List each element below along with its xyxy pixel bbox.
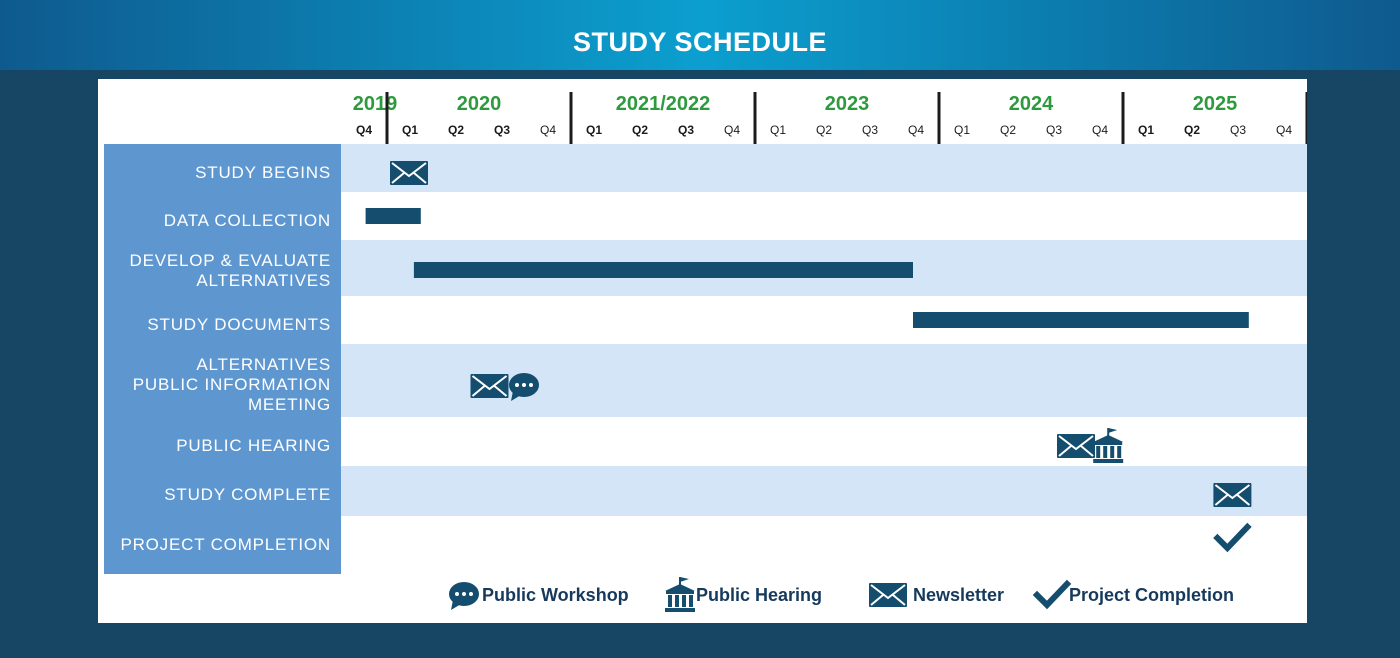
courthouse-icon [1093, 428, 1124, 463]
checkmark-icon [1032, 579, 1072, 610]
schedule-panel: STUDY BEGINS DATA COLLECTION DEVELOP & EVA… [98, 79, 1307, 623]
legend-item: Newsletter [869, 583, 1004, 607]
legend-label: Project Completion [1069, 585, 1234, 605]
envelope-icon [1057, 434, 1095, 458]
row-label: ALTERNATIVES [196, 355, 331, 374]
header-banner [0, 0, 1400, 70]
row-band [341, 144, 1307, 192]
row-band [341, 466, 1307, 516]
legend-item: Project Completion [1032, 579, 1234, 610]
schedule-bar [365, 208, 421, 224]
quarter-label: Q1 [586, 123, 602, 137]
row-label: MEETING [248, 395, 331, 414]
year-label: 2021/2022 [616, 93, 711, 115]
quarter-label: Q2 [448, 123, 464, 137]
quarter-label: Q3 [1230, 123, 1246, 137]
envelope-icon [470, 374, 509, 398]
quarter-label: Q4 [1276, 123, 1292, 137]
quarter-label: Q2 [1184, 123, 1200, 137]
quarter-label: Q4 [356, 123, 372, 137]
quarter-label: Q1 [402, 123, 418, 137]
quarter-label: Q1 [1138, 123, 1154, 137]
row-label: STUDY BEGINS [195, 163, 331, 182]
quarter-label: Q4 [724, 123, 740, 137]
speech-bubble-icon [449, 582, 479, 610]
quarter-label: Q4 [1092, 123, 1108, 137]
quarter-label: Q2 [816, 123, 832, 137]
row-label: ALTERNATIVES [196, 271, 331, 290]
legend-label: Newsletter [913, 585, 1004, 605]
row-label: DATA COLLECTION [164, 211, 331, 230]
row-label: PUBLIC INFORMATION [133, 375, 331, 394]
envelope-icon [869, 583, 907, 607]
courthouse-icon [665, 577, 695, 612]
quarter-label: Q3 [862, 123, 878, 137]
year-label: 2024 [1009, 93, 1054, 115]
gantt-chart: STUDY BEGINS DATA COLLECTION DEVELOP & EVA… [104, 92, 1307, 612]
year-label: 2020 [457, 93, 502, 115]
row-label: STUDY DOCUMENTS [147, 315, 331, 334]
quarter-label: Q3 [678, 123, 694, 137]
quarter-label: Q4 [540, 123, 556, 137]
legend-label: Public Workshop [482, 585, 629, 605]
quarter-label: Q1 [770, 123, 786, 137]
row-label: PUBLIC HEARING [176, 436, 331, 455]
row-label: DEVELOP & EVALUATE [130, 251, 331, 270]
speech-bubble-icon [509, 373, 539, 401]
quarter-label: Q4 [908, 123, 924, 137]
envelope-icon [390, 161, 428, 185]
quarter-label: Q2 [1000, 123, 1016, 137]
checkmark-icon [1213, 522, 1252, 553]
quarter-label: Q2 [632, 123, 648, 137]
year-label: 2025 [1193, 93, 1238, 115]
legend-item: Public Hearing [665, 577, 822, 612]
legend-label: Public Hearing [696, 585, 822, 605]
year-label: 2023 [825, 93, 870, 115]
row-label: PROJECT COMPLETION [120, 535, 331, 554]
page-title: STUDY SCHEDULE [572, 27, 828, 57]
schedule-bar [913, 312, 1249, 328]
quarter-label: Q3 [494, 123, 510, 137]
quarter-label: Q1 [954, 123, 970, 137]
schedule-bar [413, 262, 913, 278]
row-label: STUDY COMPLETE [164, 485, 331, 504]
year-label: 2019 [353, 93, 398, 115]
envelope-icon [1213, 483, 1252, 507]
legend-item: Public Workshop [449, 582, 629, 610]
label-column [104, 144, 341, 574]
quarter-label: Q3 [1046, 123, 1062, 137]
